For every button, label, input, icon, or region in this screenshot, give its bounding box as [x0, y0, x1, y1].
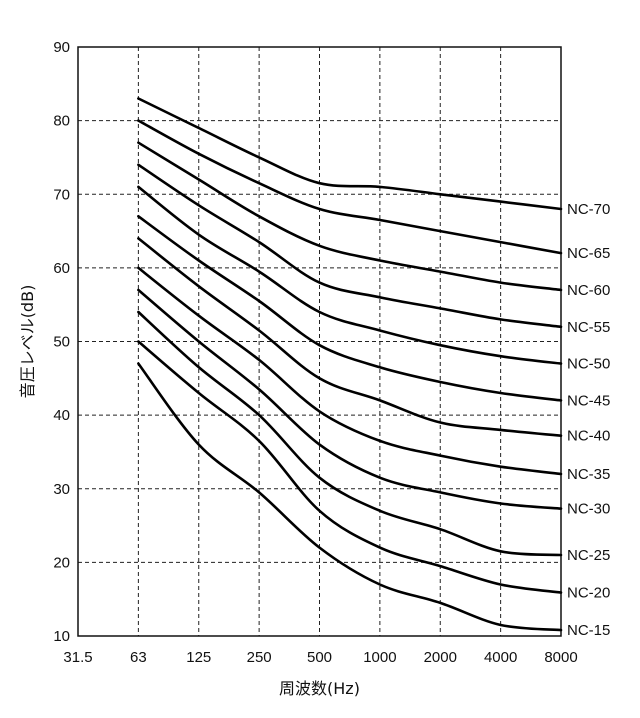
- x-tick-label: 250: [247, 649, 272, 666]
- curve-nc-65: [137, 119, 563, 255]
- x-tick-label: 63: [130, 649, 147, 666]
- curve-label-nc-40: NC-40: [567, 428, 610, 445]
- curve-nc-40: [137, 237, 563, 437]
- y-tick-label: 60: [53, 260, 70, 277]
- y-tick-label: 70: [53, 186, 70, 203]
- curve-labels: NC-70 NC-65 NC-60 NC-55 NC-50 NC-45 NC-40 NC-35…: [567, 201, 610, 639]
- x-tick-label: 125: [186, 649, 211, 666]
- y-axis-title: 音圧レベル(dB): [18, 285, 37, 399]
- y-tick-label: 50: [53, 334, 70, 351]
- curve-nc-60: [137, 141, 563, 292]
- y-tick-label: 10: [53, 628, 70, 645]
- x-tick-labels: 31.5 63 125 250 500 1000 2000 4000 8000: [63, 649, 577, 666]
- y-tick-labels: 10 20 30 40 50 60 70 80 90: [53, 39, 70, 645]
- curve-label-nc-20: NC-20: [567, 585, 610, 602]
- curve-label-nc-65: NC-65: [567, 245, 610, 262]
- y-tick-label: 80: [53, 113, 70, 130]
- curve-nc-20: [137, 340, 563, 594]
- curve-nc-70: [137, 97, 563, 211]
- curve-nc-35: [137, 266, 563, 476]
- curve-nc-30: [137, 288, 563, 510]
- nc-curves: [137, 97, 563, 632]
- curve-label-nc-60: NC-60: [567, 282, 610, 299]
- x-tick-label: 31.5: [63, 649, 92, 666]
- curve-label-nc-15: NC-15: [567, 622, 610, 639]
- curve-nc-50: [137, 185, 563, 365]
- grid-lines: [78, 47, 561, 636]
- x-tick-label: 4000: [484, 649, 517, 666]
- y-tick-label: 20: [53, 554, 70, 571]
- curve-label-nc-55: NC-55: [567, 319, 610, 336]
- curve-label-nc-30: NC-30: [567, 501, 610, 518]
- y-tick-label: 30: [53, 481, 70, 498]
- curve-nc-25: [137, 310, 563, 557]
- y-tick-label: 40: [53, 407, 70, 424]
- curve-label-nc-70: NC-70: [567, 201, 610, 218]
- curve-nc-15: [137, 362, 563, 632]
- curve-nc-45: [137, 215, 563, 402]
- x-tick-label: 1000: [363, 649, 396, 666]
- curve-label-nc-25: NC-25: [567, 547, 610, 564]
- x-tick-label: 500: [307, 649, 332, 666]
- y-tick-label: 90: [53, 39, 70, 56]
- curve-nc-55: [137, 163, 563, 329]
- x-tick-label: 2000: [424, 649, 457, 666]
- curve-label-nc-50: NC-50: [567, 356, 610, 373]
- curve-label-nc-45: NC-45: [567, 392, 610, 409]
- curve-label-nc-35: NC-35: [567, 466, 610, 483]
- x-axis-title: 周波数(Hz): [279, 679, 360, 698]
- x-tick-label: 8000: [544, 649, 577, 666]
- plot-frame: [77, 46, 562, 637]
